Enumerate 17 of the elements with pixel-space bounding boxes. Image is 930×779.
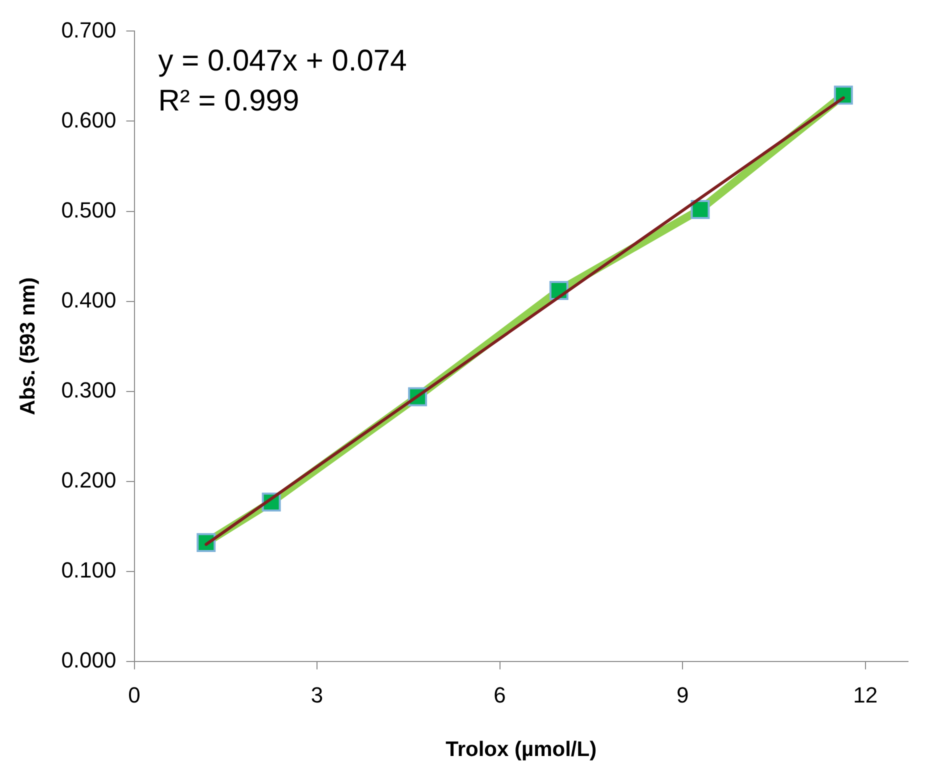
x-tick-label: 3 <box>310 682 324 708</box>
x-tick-label: 6 <box>494 682 506 708</box>
annotation: y = 0.047x + 0.074 <box>158 44 407 78</box>
y-tick-label: 0.400 <box>61 287 116 312</box>
y-tick-label: 0.000 <box>61 647 116 672</box>
y-axis-title: Abs. (593 nm) <box>16 277 40 416</box>
y-tick-label: 0.300 <box>61 377 116 402</box>
x-tick-label: 12 <box>853 682 878 708</box>
y-tick-label: 0.700 <box>61 17 116 42</box>
x-axis-title: Trolox (µmol/L) <box>446 738 597 762</box>
x-tick-label: 0 <box>128 682 140 708</box>
y-tick-label: 0.600 <box>61 107 116 132</box>
annotation: R² = 0.999 <box>158 84 300 118</box>
y-tick-label: 0.500 <box>61 197 116 222</box>
y-tick-label: 0.100 <box>61 557 116 582</box>
y-tick-label: 0.200 <box>61 467 116 492</box>
x-tick-label: 9 <box>676 682 689 708</box>
